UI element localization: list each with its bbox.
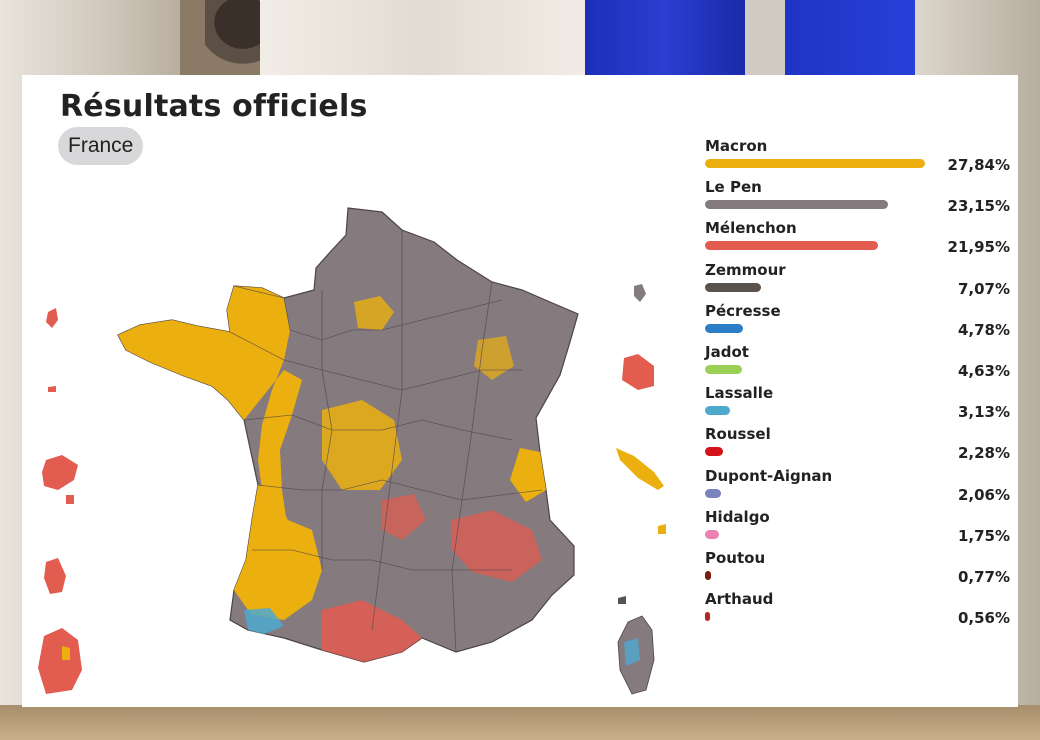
macron-paris-patch: [354, 296, 394, 330]
results-map: [38, 207, 666, 695]
results-card: Résultats officiels France: [22, 75, 1018, 707]
melenchon-center-patch: [382, 494, 426, 540]
result-bar: [705, 200, 888, 210]
corsica-lassalle-patch: [624, 638, 640, 666]
result-bar: [705, 241, 879, 251]
wallis-shape: [658, 524, 666, 534]
legend-item: Pécresse 4,78%: [705, 302, 1015, 343]
macron-southwest-region: [234, 485, 322, 620]
legend-item: Macron 27,84%: [705, 137, 1015, 178]
guyane-macron-patch: [62, 646, 70, 660]
saint-pierre-shape: [634, 284, 646, 302]
result-bar: [705, 323, 743, 333]
candidate-name: Hidalgo: [705, 507, 770, 526]
results-legend: Macron 27,84% Le Pen 23,15% Mélenchon 21,95% Z…: [705, 137, 1015, 631]
lassalle-pyrenees-patch: [244, 608, 284, 634]
legend-item: Jadot 4,63%: [705, 343, 1015, 384]
guadeloupe-shape: [46, 308, 58, 328]
result-percentage: 7,07%: [957, 279, 1010, 298]
candidate-name: Jadot: [705, 342, 749, 361]
mayotte-shape: [44, 558, 66, 594]
legend-item: Poutou 0,77%: [705, 549, 1015, 590]
result-percentage: 21,95%: [947, 238, 1010, 257]
candidate-name: Poutou: [705, 548, 766, 567]
candidate-name: Pécresse: [705, 301, 781, 320]
result-percentage: 2,06%: [957, 485, 1010, 504]
scope-france-button[interactable]: France: [58, 127, 144, 165]
new-caledonia-shape: [616, 448, 664, 490]
floor: [0, 705, 1040, 740]
result-bar: [705, 612, 710, 622]
melenchon-southeast-patch: [452, 510, 542, 582]
macron-alps-patch: [510, 448, 546, 502]
result-percentage: 0,56%: [957, 609, 1010, 628]
candidate-name: Macron: [705, 137, 768, 155]
result-bar: [705, 159, 925, 168]
result-percentage: 4,63%: [957, 361, 1010, 380]
candidate-name: Le Pen: [705, 178, 762, 197]
legend-item: Lassalle 3,13%: [705, 384, 1015, 425]
legend-item: Roussel 2,28%: [705, 425, 1015, 466]
result-bar: [705, 282, 761, 292]
candidate-name: Zemmour: [705, 260, 786, 279]
result-bar: [705, 364, 742, 374]
candidate-name: Roussel: [705, 425, 771, 444]
legend-item: Le Pen 23,15%: [705, 178, 1015, 219]
legend-item: Arthaud 0,56%: [705, 590, 1015, 631]
result-percentage: 27,84%: [947, 156, 1010, 174]
polynesia-shape: [618, 596, 626, 604]
reunion-shape: [622, 354, 654, 390]
result-bar: [705, 529, 719, 539]
page-title: Résultats officiels: [60, 89, 368, 124]
legend-item: Hidalgo 1,75%: [705, 508, 1015, 549]
department-borders: [229, 230, 543, 653]
result-percentage: 23,15%: [947, 197, 1010, 216]
macron-east-patch: [474, 336, 514, 380]
result-bar: [705, 488, 722, 498]
result-bar: [705, 570, 712, 580]
guyane-shape: [38, 628, 82, 694]
result-bar: [705, 447, 724, 457]
result-percentage: 2,28%: [957, 444, 1010, 463]
candidate-name: Lassalle: [705, 384, 774, 403]
candidate-name: Mélenchon: [705, 219, 797, 238]
macron-center-patch: [322, 400, 402, 490]
martinique-shape: [42, 455, 78, 490]
candidate-name: Arthaud: [705, 590, 774, 609]
melenchon-south-patch: [322, 600, 422, 662]
result-percentage: 1,75%: [957, 526, 1010, 545]
legend-item: Zemmour 7,07%: [705, 261, 1015, 302]
legend-item: Dupont-Aignan 2,06%: [705, 467, 1015, 508]
guadeloupe-small-shape: [66, 495, 74, 504]
legend-item: Mélenchon 21,95%: [705, 219, 1015, 260]
candidate-name: Dupont-Aignan: [705, 466, 833, 485]
result-percentage: 3,13%: [957, 403, 1010, 422]
saint-martin-shape: [48, 386, 56, 392]
result-bar: [705, 406, 730, 416]
result-percentage: 0,77%: [957, 567, 1010, 586]
result-percentage: 4,78%: [957, 320, 1010, 339]
